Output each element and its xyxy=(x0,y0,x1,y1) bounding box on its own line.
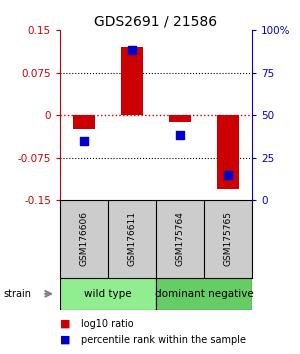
Bar xyxy=(156,278,252,310)
Point xyxy=(226,172,230,177)
Bar xyxy=(169,115,191,122)
Bar xyxy=(121,47,143,115)
Text: GSM175765: GSM175765 xyxy=(224,211,232,267)
Point xyxy=(178,133,182,138)
Text: GSM176611: GSM176611 xyxy=(128,211,136,267)
Text: dominant negative: dominant negative xyxy=(154,289,254,299)
Bar xyxy=(73,115,95,129)
Title: GDS2691 / 21586: GDS2691 / 21586 xyxy=(94,15,218,29)
Text: GSM176606: GSM176606 xyxy=(80,211,88,267)
Bar xyxy=(217,115,239,189)
Text: ■: ■ xyxy=(60,335,70,345)
Text: log10 ratio: log10 ratio xyxy=(81,319,134,329)
Text: ■: ■ xyxy=(60,319,70,329)
Text: wild type: wild type xyxy=(84,289,132,299)
Bar xyxy=(60,278,156,310)
Point xyxy=(82,138,86,143)
Text: strain: strain xyxy=(3,289,31,299)
Point xyxy=(130,48,134,53)
Text: percentile rank within the sample: percentile rank within the sample xyxy=(81,335,246,345)
Text: GSM175764: GSM175764 xyxy=(176,211,184,267)
